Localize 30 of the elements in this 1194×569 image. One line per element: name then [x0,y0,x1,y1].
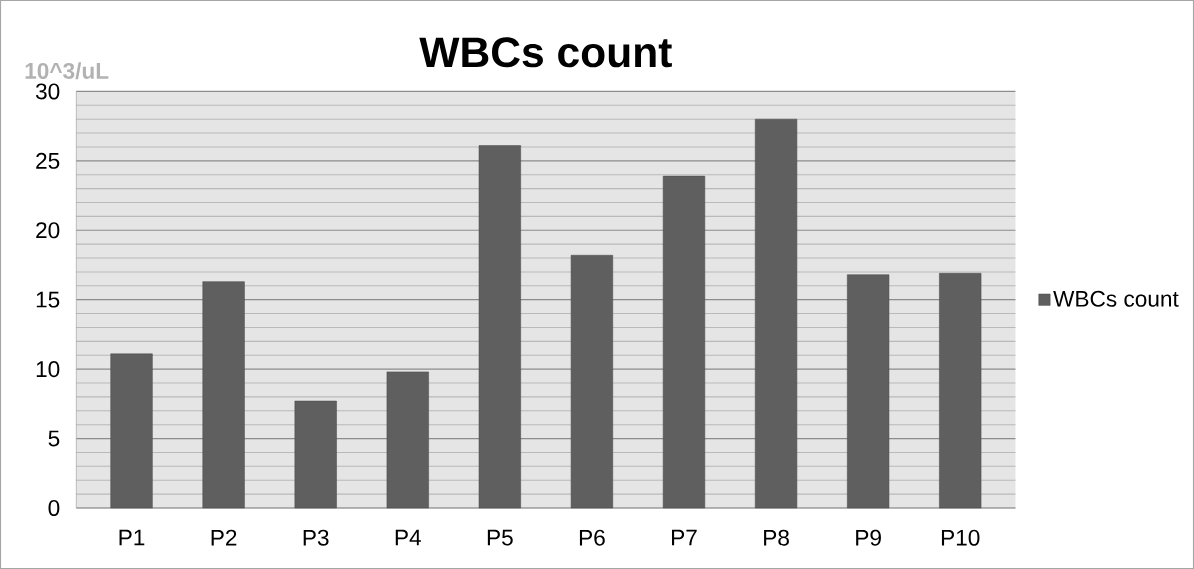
y-tick-label: 5 [48,430,60,447]
legend-label: WBCs count [1053,290,1179,307]
chart-title: WBCs count [419,37,672,68]
y-tick-label: 20 [36,222,60,239]
x-tick-label: P7 [672,529,697,546]
x-tick-label: P8 [764,529,789,546]
x-tick-label: P1 [119,529,145,546]
bar [202,281,245,509]
y-axis-title: 10^3/uL [25,62,109,80]
bar [847,274,890,509]
bar [294,400,337,509]
bar [570,254,614,509]
bar [754,118,798,509]
x-tick-label: P5 [487,529,513,546]
y-tick-label: 30 [35,83,60,100]
bar [662,175,706,509]
bar [386,371,429,509]
bar [110,353,153,509]
bar [939,273,982,509]
x-tick-label: P9 [856,529,881,546]
y-tick-label: 10 [36,361,60,378]
y-tick-label: 25 [36,152,60,169]
y-tick-label: 15 [36,291,60,308]
x-tick-label: P2 [211,529,237,546]
x-tick-label: P3 [303,529,329,546]
x-tick-label: P6 [579,529,605,546]
x-tick-label: P4 [395,529,421,546]
y-tick-label: 0 [48,499,60,516]
bar [478,145,521,509]
x-tick-label: P10 [941,529,980,546]
